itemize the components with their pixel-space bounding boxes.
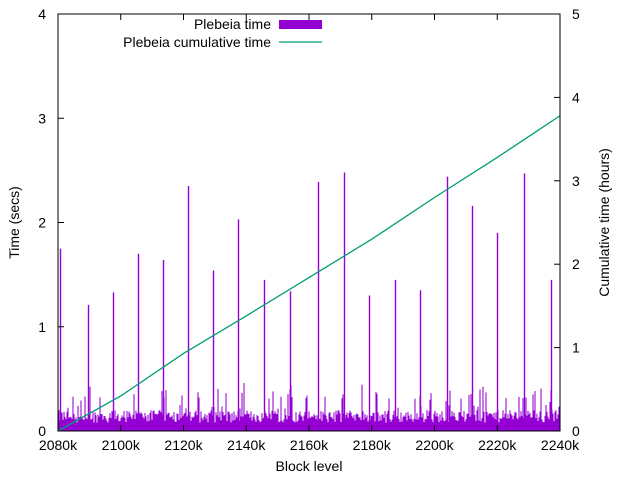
y-left-tick-label: 4 <box>38 6 46 22</box>
line-layer <box>57 115 561 432</box>
legend-label-plebeia-cumulative-time: Plebeia cumulative time <box>123 34 271 50</box>
x-tick-label: 2120k <box>164 437 203 453</box>
y-right-tick-label: 5 <box>572 6 580 22</box>
x-tick-label: 2180k <box>353 437 392 453</box>
x-tick-label: 2140k <box>227 437 266 453</box>
x-tick-label: 2100k <box>102 437 141 453</box>
legend: Plebeia time Plebeia cumulative time <box>123 16 322 50</box>
ticks-layer <box>57 13 561 432</box>
y-left-tick-label: 1 <box>38 319 46 335</box>
y-right-tick-label: 4 <box>572 89 580 105</box>
y-right-tick-label: 2 <box>572 256 580 272</box>
bars-layer <box>57 172 561 431</box>
x-tick-label: 2160k <box>290 437 329 453</box>
x-axis-title: Block level <box>276 458 343 474</box>
x-tick-label: 2240k <box>541 437 580 453</box>
y-right-tick-label: 1 <box>572 340 580 356</box>
x-tick-label: 2220k <box>478 437 517 453</box>
y-left-tick-label: 0 <box>38 423 46 439</box>
y-axis-left-title: Time (secs) <box>6 186 22 259</box>
y-right-tick-label: 3 <box>572 173 580 189</box>
y-right-tick-label: 0 <box>572 423 580 439</box>
y-left-tick-label: 3 <box>38 110 46 126</box>
y-axis-right-title: Cumulative time (hours) <box>596 148 612 297</box>
legend-label-plebeia-time: Plebeia time <box>194 16 271 32</box>
x-tick-label: 2080k <box>39 437 78 453</box>
tick-labels-layer: 2080k 2100k 2120k 2140k 2160k 2180k 2200k 2220k… <box>38 6 580 453</box>
legend-swatch-plebeia-time <box>279 20 322 29</box>
y-left-tick-label: 2 <box>38 215 46 231</box>
x-tick-label: 2200k <box>415 437 454 453</box>
plebeia-cumulative-time-line <box>57 115 561 432</box>
